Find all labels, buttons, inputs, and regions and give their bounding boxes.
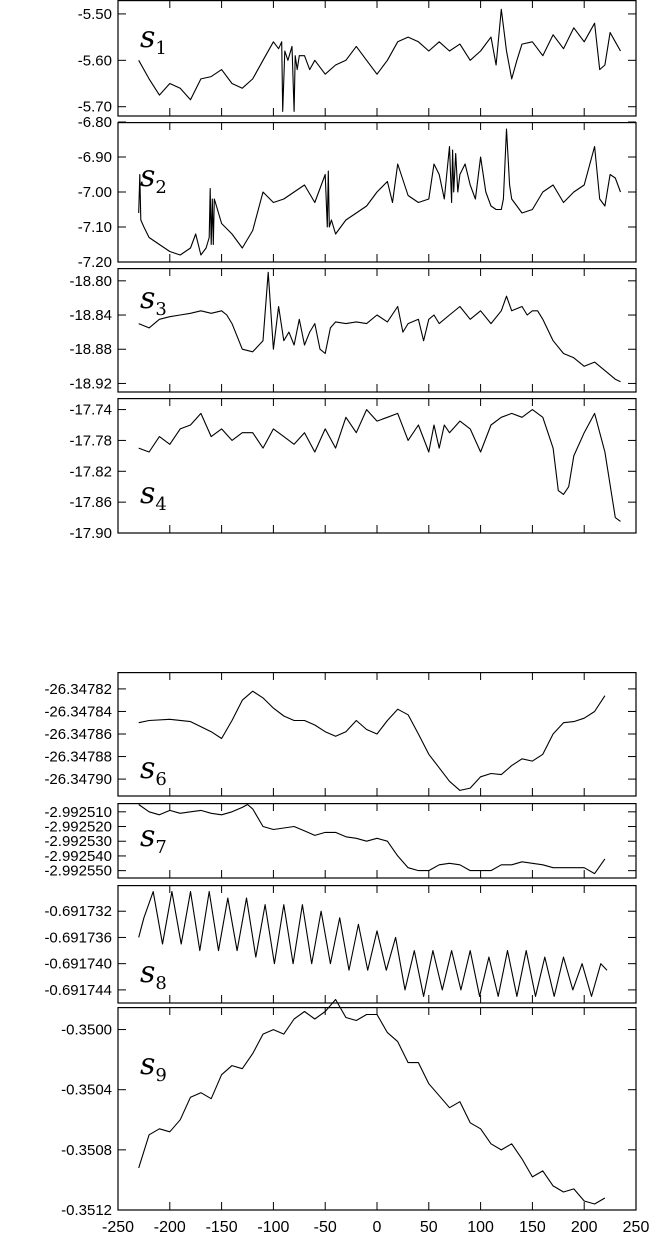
y-tick-label: -6.80 xyxy=(78,114,112,131)
y-tick-label: -2.992520 xyxy=(44,819,112,836)
y-tick-label: -26.34786 xyxy=(44,726,112,743)
y-tick-label: -6.90 xyxy=(78,149,112,166)
y-tick-label: -18.88 xyxy=(69,341,112,358)
panel-s1: -5.50 -5.60 -5.70 s1 xyxy=(78,0,637,117)
x-tick-label: -150 xyxy=(206,1219,238,1236)
y-tick-label: -2.992530 xyxy=(44,833,112,850)
x-tick-label: 150 xyxy=(519,1219,546,1236)
x-tick-label: -50 xyxy=(314,1219,337,1236)
y-tick-label: -26.34790 xyxy=(44,771,112,788)
series-line-s6 xyxy=(138,690,606,791)
y-tick-label: -17.74 xyxy=(69,402,112,419)
series-line-s7 xyxy=(138,803,606,875)
y-tick-label: -5.70 xyxy=(78,99,112,116)
series-line-s3 xyxy=(138,271,621,383)
y-tick-label: -0.691736 xyxy=(44,929,112,946)
panel-s9: -0.3500 -0.3504 -0.3508 -0.3512-250 -200 -150… xyxy=(61,998,650,1236)
y-tick-label: -26.34784 xyxy=(44,703,112,720)
y-tick-label: -7.20 xyxy=(78,254,112,271)
panel-s7: -2.992510-2.992520-2.992530-2.992540-2.9… xyxy=(44,802,637,880)
series-line-s9 xyxy=(138,998,606,1205)
y-tick-label: -17.82 xyxy=(69,463,112,480)
panel-s4: -17.74 -17.78 -17.82 -17.86 -17.90 s4 xyxy=(69,398,637,542)
panel-label: s3 xyxy=(140,281,167,320)
panel-s8: -0.691732 -0.691736 -0.691740 -0.691744 s8 xyxy=(44,884,637,1004)
panel-label: s2 xyxy=(140,159,167,198)
series-line-s4 xyxy=(138,409,621,522)
y-tick-label: -5.60 xyxy=(78,52,112,69)
y-tick-label: -0.3500 xyxy=(61,1022,112,1039)
y-tick-label: -2.992510 xyxy=(44,804,112,821)
x-tick-label: -200 xyxy=(154,1219,186,1236)
panel-label: s7 xyxy=(140,819,167,858)
x-tick-label: -100 xyxy=(257,1219,289,1236)
plot-frame xyxy=(117,802,637,879)
y-tick-label: -26.34782 xyxy=(44,681,112,698)
panel-s3: -18.80 -18.84 -18.88 -18.92 s3 xyxy=(69,268,637,393)
y-tick-label: -0.3504 xyxy=(61,1082,112,1099)
y-tick-label: -7.10 xyxy=(78,219,112,236)
y-tick-label: -0.691744 xyxy=(44,982,112,999)
x-tick-label: 50 xyxy=(420,1219,438,1236)
y-tick-label: -2.992540 xyxy=(44,848,112,865)
x-tick-label: 200 xyxy=(571,1219,598,1236)
x-tick-label: -250 xyxy=(102,1219,134,1236)
plot-frame xyxy=(117,1006,637,1211)
panel-label: s9 xyxy=(140,1047,167,1086)
plot-frame xyxy=(117,268,637,393)
panel-label: s4 xyxy=(140,476,167,515)
panel-s6: -26.34782 -26.34784 -26.34786 -26.34788 -26.… xyxy=(44,671,637,797)
y-tick-label: -0.3512 xyxy=(61,1202,112,1219)
y-tick-label: -26.34788 xyxy=(44,749,112,766)
panel-label: s1 xyxy=(140,20,167,59)
y-tick-label: -18.80 xyxy=(69,273,112,290)
y-tick-label: -17.78 xyxy=(69,432,112,449)
y-tick-label: -0.691740 xyxy=(44,956,112,973)
y-tick-label: -5.50 xyxy=(78,6,112,23)
plot-frame xyxy=(117,0,637,117)
series-line-s2 xyxy=(138,128,622,256)
y-tick-label: -2.992550 xyxy=(44,863,112,880)
panel-s2: -6.80 -6.90 -7.00 -7.10 -7.20 s2 xyxy=(78,114,637,271)
series-line-s8 xyxy=(138,891,608,997)
y-tick-label: -18.84 xyxy=(69,307,112,324)
y-tick-label: -7.00 xyxy=(78,184,112,201)
y-tick-label: -17.90 xyxy=(69,525,112,542)
x-tick-label: 100 xyxy=(467,1219,494,1236)
y-tick-label: -0.691732 xyxy=(44,903,112,920)
plot-frame xyxy=(117,884,637,1004)
y-tick-label: -18.92 xyxy=(69,375,112,392)
series-line-s1 xyxy=(138,8,621,112)
panel-label: s8 xyxy=(140,955,167,994)
y-tick-label: -17.86 xyxy=(69,494,112,511)
y-tick-label: -0.3508 xyxy=(61,1142,112,1159)
panel-label: s6 xyxy=(140,751,167,790)
x-tick-label: 0 xyxy=(373,1219,382,1236)
x-tick-label: 250 xyxy=(623,1219,650,1236)
